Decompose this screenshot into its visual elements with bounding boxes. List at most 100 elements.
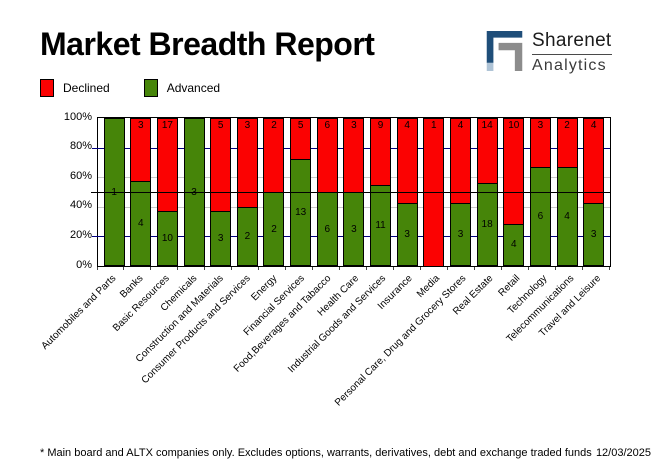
declined-segment: 9	[370, 118, 392, 185]
y-tick-label: 80%	[69, 140, 92, 153]
stacked-bar: 17 10	[156, 118, 178, 266]
advanced-segment: 18	[476, 182, 498, 266]
advanced-count-label: 6	[537, 211, 544, 223]
y-axis-tick	[92, 236, 98, 238]
x-axis-tick	[581, 267, 583, 270]
advanced-segment: 13	[290, 159, 312, 266]
x-axis-tick	[285, 267, 287, 270]
advanced-segment: 3	[583, 202, 605, 266]
x-axis-tick	[500, 267, 502, 270]
x-axis-tick	[258, 267, 260, 270]
advanced-segment: 11	[370, 184, 392, 266]
x-axis-tick	[419, 267, 421, 270]
advanced-segment: 2	[263, 192, 285, 266]
advanced-count-label: 2	[244, 230, 251, 242]
declined-count-label: 3	[351, 120, 357, 131]
advanced-segment: 6	[316, 192, 338, 266]
logo-brand-name: Sharenet	[532, 30, 612, 51]
advanced-count-label: 3	[217, 232, 224, 244]
sharenet-logo: Sharenet Analytics	[486, 29, 612, 75]
advanced-count-label: 13	[295, 207, 307, 219]
x-axis-tick	[231, 267, 233, 270]
stacked-bar: 9 11	[370, 118, 392, 266]
declined-segment: 2	[263, 118, 285, 192]
declined-count-label: 5	[217, 120, 224, 131]
footnote: * Main board and ALTX companies only. Ex…	[40, 447, 592, 459]
declined-count-label: 3	[244, 120, 251, 131]
x-axis-tick	[150, 267, 152, 270]
advanced-segment: 6	[529, 167, 551, 266]
y-tick-label: 0%	[76, 258, 92, 271]
advanced-count-label: 3	[404, 228, 410, 240]
advanced-segment: 2	[236, 206, 258, 266]
advanced-count-label: 3	[590, 228, 597, 240]
x-axis-tick	[365, 267, 367, 270]
x-axis-tick	[123, 267, 125, 270]
y-axis-labels: 100% 80% 60% 40% 20% 0%	[20, 111, 92, 271]
declined-segment: 2	[556, 118, 578, 168]
y-tick-label: 20%	[69, 228, 92, 241]
declined-segment: 4	[583, 118, 605, 203]
logo-divider	[532, 54, 612, 55]
plot-area: 1341710353322251366339114314314181043624…	[91, 117, 611, 267]
declined-count-label: 3	[537, 120, 544, 131]
legend-label-advanced: Advanced	[166, 81, 221, 95]
category-label: Automobiles and Parts	[39, 273, 119, 352]
x-axis-tick	[473, 267, 475, 270]
stacked-bar: 5 13	[290, 118, 312, 266]
declined-count-label: 2	[271, 120, 277, 131]
advanced-count-label: 11	[375, 219, 386, 231]
advanced-count-label: 3	[457, 228, 464, 240]
advanced-count-label: 10	[161, 233, 173, 245]
logo-division-name: Analytics	[532, 57, 607, 74]
stacked-bar: 14 18	[476, 118, 498, 266]
declined-count-label: 17	[161, 120, 173, 131]
declined-segment: 5	[290, 118, 312, 160]
sharenet-logo-icon	[486, 31, 523, 71]
declined-count-label: 4	[590, 120, 597, 131]
x-axis-tick	[204, 267, 206, 270]
y-tick-label: 60%	[69, 169, 92, 182]
y-axis-tick	[92, 147, 98, 149]
advanced-count-label: 3	[351, 223, 357, 235]
declined-segment: 14	[476, 118, 498, 183]
declined-segment: 3	[236, 118, 258, 207]
advanced-segment: 10	[156, 211, 178, 266]
declined-segment: 3	[130, 118, 152, 182]
declined-color-swatch	[40, 79, 54, 97]
declined-segment: 4	[449, 118, 471, 203]
advanced-count-label: 6	[324, 223, 331, 235]
advanced-color-swatch	[143, 79, 158, 97]
x-axis-tick	[608, 267, 610, 270]
x-axis-tick	[446, 267, 448, 270]
declined-count-label: 14	[481, 120, 493, 131]
sharenet-logo-text: Sharenet Analytics	[532, 29, 612, 75]
y-tick-label: 100%	[63, 110, 92, 123]
x-axis-tick	[339, 267, 341, 270]
declined-segment: 6	[316, 118, 338, 192]
declined-count-label: 4	[457, 120, 464, 131]
x-axis-tick	[96, 267, 98, 270]
declined-segment: 5	[210, 118, 232, 211]
report-date: 12/03/2025	[595, 447, 651, 459]
x-axis-tick	[312, 267, 314, 270]
advanced-segment: 3	[449, 202, 471, 266]
advanced-segment: 4	[503, 223, 525, 266]
advanced-segment: 3	[343, 192, 365, 266]
x-axis-tick	[177, 267, 179, 270]
declined-count-label: 2	[564, 120, 570, 131]
x-axis-tick	[554, 267, 556, 270]
declined-segment: 10	[503, 118, 525, 224]
declined-count-label: 6	[324, 120, 331, 131]
declined-segment: 3	[529, 118, 551, 168]
legend-label-declined: Declined	[63, 81, 110, 95]
x-axis-labels: Automobiles and Parts Banks Basic Resource…	[39, 267, 610, 462]
declined-count-label: 9	[377, 120, 384, 131]
